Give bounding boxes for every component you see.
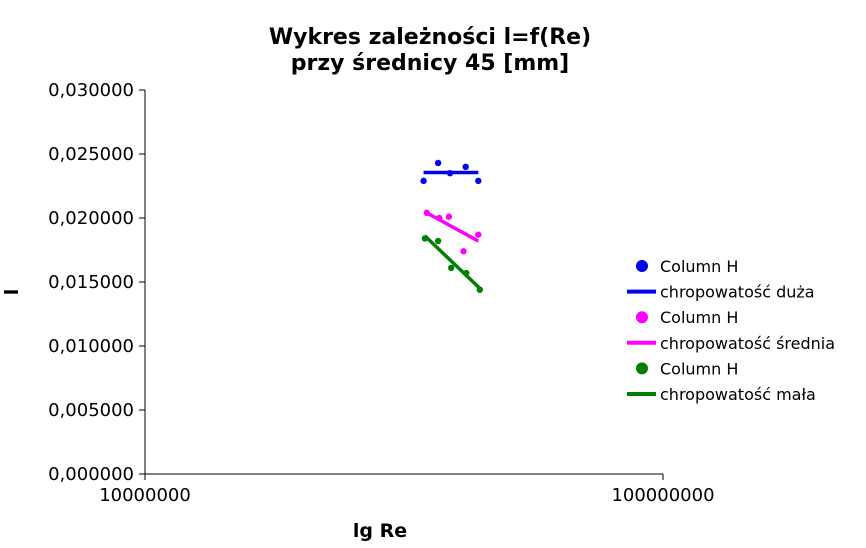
y-tick-label: 0,015000	[48, 272, 134, 293]
y-tick-label: 0,010000	[48, 336, 134, 357]
y-tick-label: 0,000000	[48, 464, 134, 485]
data-point-series-0	[420, 177, 427, 185]
data-point-series-0	[434, 159, 442, 167]
data-point-series-2	[460, 248, 467, 255]
legend-marker-point	[636, 260, 648, 272]
data-point-series-0	[446, 170, 454, 177]
data-point-series-4	[434, 237, 442, 245]
data-point-series-4	[421, 235, 429, 242]
legend-entry-label: Column H	[660, 257, 738, 276]
legend-marker-point	[636, 362, 648, 375]
data-point-series-2	[423, 209, 431, 217]
chart-title-line-2: przy średnicy 45 [mm]	[291, 51, 570, 76]
data-point-series-2	[436, 214, 443, 222]
legend-entry-label: chropowatość duża	[660, 283, 815, 302]
y-tick-label: 0,020000	[48, 208, 134, 229]
x-tick-label: 100000000	[611, 485, 714, 506]
y-tick-label: 0,005000	[48, 400, 134, 421]
trendline-series-5	[423, 234, 482, 290]
data-point-series-0	[462, 163, 469, 170]
legend-entry-label: Column H	[660, 308, 738, 327]
legend-marker-point	[636, 311, 648, 324]
y-tick-label: 0,025000	[48, 144, 134, 165]
chart-title-line-1: Wykres zależności l=f(Re)	[269, 25, 591, 50]
legend-entry-label: chropowatość średnia	[660, 334, 835, 353]
legend: Column H chropowatość duża Column H chropow…	[627, 257, 835, 404]
data-point-series-4	[476, 286, 484, 293]
x-axis-ticks: 10000000 100000000	[99, 474, 715, 506]
legend-entry-label: chropowatość mała	[660, 385, 816, 404]
data-point-series-4	[447, 264, 455, 272]
x-tick-label: 10000000	[99, 485, 191, 506]
y-tick-label: 0,030000	[48, 80, 134, 101]
trendline-series-3	[425, 211, 480, 243]
data-point-series-2	[445, 213, 453, 220]
legend-entry-label: Column H	[660, 359, 738, 378]
data-point-series-2	[475, 231, 482, 238]
data-point-series-4	[463, 269, 470, 277]
x-axis-label: lg Re	[353, 520, 407, 542]
data-point-series-0	[475, 177, 482, 185]
y-axis-ticks: 0,000000 0,005000 0,010000 0,015000 0,020000…	[48, 80, 145, 485]
y-axis-label: l	[1, 289, 23, 296]
plot-area	[420, 159, 484, 293]
